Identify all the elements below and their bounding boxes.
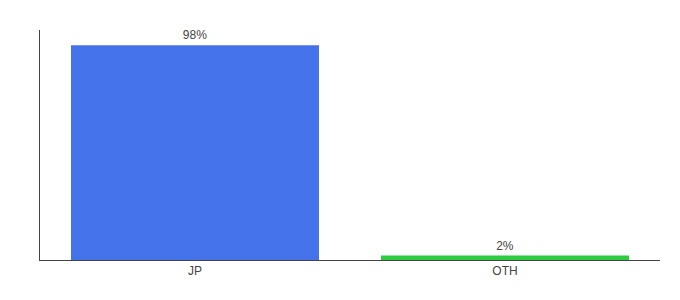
svg-text:98%: 98% <box>183 28 207 42</box>
svg-text:OTH: OTH <box>492 264 517 278</box>
svg-text:2%: 2% <box>496 239 514 253</box>
svg-text:JP: JP <box>188 264 202 278</box>
